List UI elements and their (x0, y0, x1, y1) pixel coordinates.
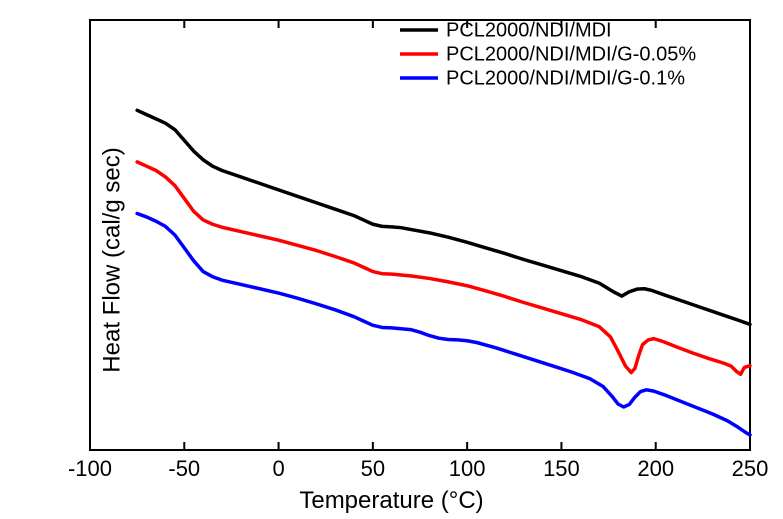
series-line-1 (137, 162, 750, 374)
svg-text:250: 250 (732, 456, 769, 481)
series-line-2 (137, 214, 750, 435)
x-axis-label: Temperature (°C) (299, 487, 483, 515)
chart-container: { "chart": { "type": "line", "background… (0, 0, 783, 519)
svg-text:0: 0 (272, 456, 284, 481)
legend-label-2: PCL2000/NDI/MDI/G-0.1% (446, 67, 685, 89)
svg-text:-50: -50 (168, 456, 200, 481)
series-line-0 (137, 110, 750, 324)
svg-text:150: 150 (543, 456, 580, 481)
legend-label-0: PCL2000/NDI/MDI (446, 19, 612, 41)
svg-text:100: 100 (449, 456, 486, 481)
svg-text:50: 50 (361, 456, 385, 481)
svg-text:200: 200 (637, 456, 674, 481)
y-axis-label: Heat Flow (cal/g sec) (99, 147, 127, 372)
legend-label-1: PCL2000/NDI/MDI/G-0.05% (446, 43, 696, 65)
svg-text:-100: -100 (68, 456, 112, 481)
